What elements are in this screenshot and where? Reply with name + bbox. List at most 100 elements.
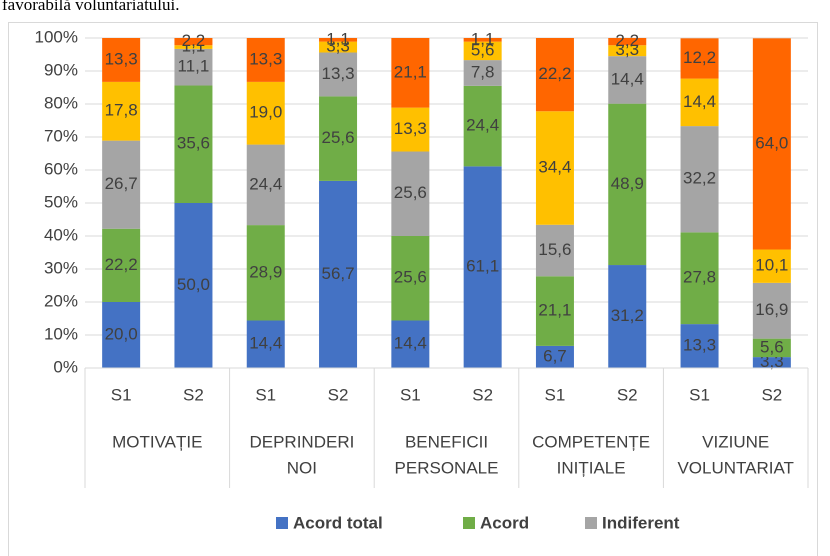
bar-segment [319,52,358,97]
bar-segment [680,126,719,233]
bar-segment [535,111,574,225]
bar-segment [752,38,791,250]
bar-segment [463,41,502,61]
data-label: 13,3 [394,119,427,138]
data-label: 7,8 [471,62,495,81]
data-label: 20,0 [105,324,138,343]
x-tick-label: S2 [617,385,638,404]
data-label: 14,4 [611,69,644,88]
group-label: NOI [287,458,317,477]
bar-segment [535,276,574,346]
data-label: 48,9 [611,174,644,193]
data-label: 10,1 [755,256,788,275]
bar-segment [319,96,358,181]
bar-segment [174,45,213,49]
group-label: PERSONALE [395,458,499,477]
bar-segment [102,38,141,82]
y-tick-label: 80% [44,93,78,112]
data-label: 24,4 [466,116,499,135]
data-label: 21,1 [394,62,427,81]
x-tick-label: S2 [761,385,782,404]
y-tick-label: 20% [44,291,78,310]
bar-segment [102,228,141,302]
group-label: MOTIVAȚIE [112,432,202,451]
bar-segment [174,203,213,368]
data-label: 6,7 [543,346,567,365]
data-label: 27,8 [683,268,716,287]
group-label: COMPETENȚE [532,432,650,451]
y-tick-label: 90% [44,60,78,79]
data-label: 14,4 [249,334,282,353]
data-label: 13,3 [683,336,716,355]
bar-segment [174,48,213,86]
bar-segment [535,224,574,277]
data-label: 2,2 [182,31,206,50]
data-label: 64,0 [755,133,788,152]
bar-segment [174,85,213,203]
bar-segment [246,144,285,226]
data-label: 13,3 [105,49,138,68]
data-label: 2,2 [615,31,639,50]
data-label: 5,6 [760,337,784,356]
x-tick-label: S1 [400,385,421,404]
data-label: 25,6 [394,268,427,287]
legend-swatch [585,517,597,529]
group-label: VOLUNTARIAT [677,458,794,477]
bar-segment [752,357,791,368]
data-label: 61,1 [466,257,499,276]
data-label: 17,8 [105,101,138,120]
legend-label: Acord total [293,513,383,532]
data-label: 50,0 [177,275,210,294]
bar-segment [608,45,647,57]
data-label: 21,1 [538,301,571,320]
bar-segment [246,81,285,145]
bar-segment [608,265,647,368]
bar-segment [680,324,719,368]
bar-segment [680,232,719,325]
bar-segment [319,38,358,42]
x-tick-label: S2 [472,385,493,404]
bar-segment [102,140,141,229]
x-tick-label: S1 [255,385,276,404]
data-label: 1,1 [326,29,350,48]
data-label: 5,6 [471,40,495,59]
y-tick-label: 50% [44,192,78,211]
y-tick-label: 0% [53,357,78,376]
bar-segment [174,38,213,46]
data-label: 13,3 [249,49,282,68]
x-tick-label: S1 [689,385,710,404]
y-tick-label: 70% [44,126,78,145]
x-tick-label: S1 [545,385,566,404]
bar-segment [246,38,285,82]
y-tick-label: 30% [44,258,78,277]
data-label: 11,1 [178,57,210,76]
bar-segment [102,302,141,368]
data-label: 12,2 [683,48,716,67]
data-label: 14,4 [394,334,427,353]
data-label: 56,7 [322,264,355,283]
bar-segment [608,56,647,104]
bar-segment [391,151,430,236]
bar-segment [246,225,285,321]
data-label: 28,9 [249,262,282,281]
bar-segment [463,60,502,86]
data-label: 31,2 [611,306,644,325]
data-label: 24,4 [249,174,282,193]
bar-segment [608,38,647,46]
group-label: DEPRINDERI [249,432,354,451]
bar-segment [391,236,430,321]
legend-swatch [276,517,288,529]
bar-segment [752,338,791,358]
data-label: 13,3 [322,64,355,83]
data-label: 32,2 [683,169,716,188]
legend-label: Indiferent [602,513,680,532]
y-tick-label: 60% [44,159,78,178]
bar-segment [463,38,502,42]
data-label: 16,9 [755,300,788,319]
group-label: VIZIUNE [702,432,769,451]
data-label: 22,2 [538,64,571,83]
bar-segment [463,166,502,368]
x-tick-label: S2 [183,385,204,404]
bar-segment [391,38,430,108]
